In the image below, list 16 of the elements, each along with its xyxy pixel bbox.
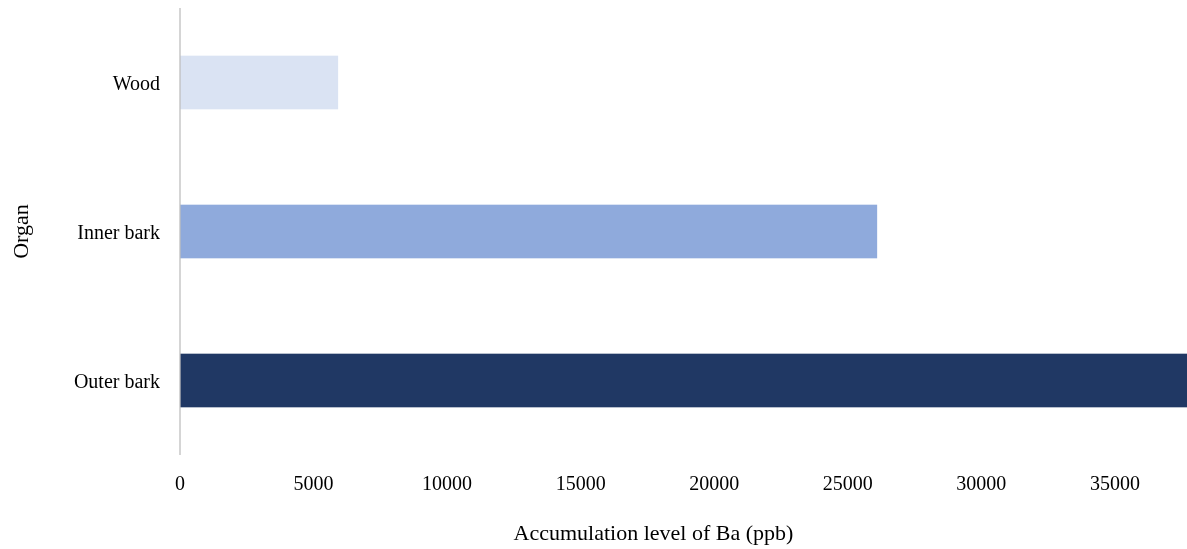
bar bbox=[180, 55, 339, 110]
bar bbox=[180, 204, 878, 259]
x-tick-label: 5000 bbox=[293, 472, 334, 494]
x-tick-label: 25000 bbox=[822, 472, 873, 494]
x-axis-title: Accumulation level of Ba (ppb) bbox=[513, 520, 794, 545]
y-tick-label: Wood bbox=[112, 71, 160, 94]
x-tick-label: 10000 bbox=[422, 472, 473, 494]
y-tick-label: Inner bark bbox=[77, 220, 160, 243]
x-tick-label: 0 bbox=[175, 472, 185, 494]
y-axis-title: Organ bbox=[8, 204, 33, 259]
y-tick-label: Outer bark bbox=[73, 369, 160, 392]
x-tick-label: 35000 bbox=[1089, 472, 1140, 494]
bar bbox=[180, 353, 1187, 408]
x-tick-label: 30000 bbox=[956, 472, 1007, 494]
x-tick-label: 15000 bbox=[555, 472, 606, 494]
x-tick-label: 20000 bbox=[689, 472, 740, 494]
